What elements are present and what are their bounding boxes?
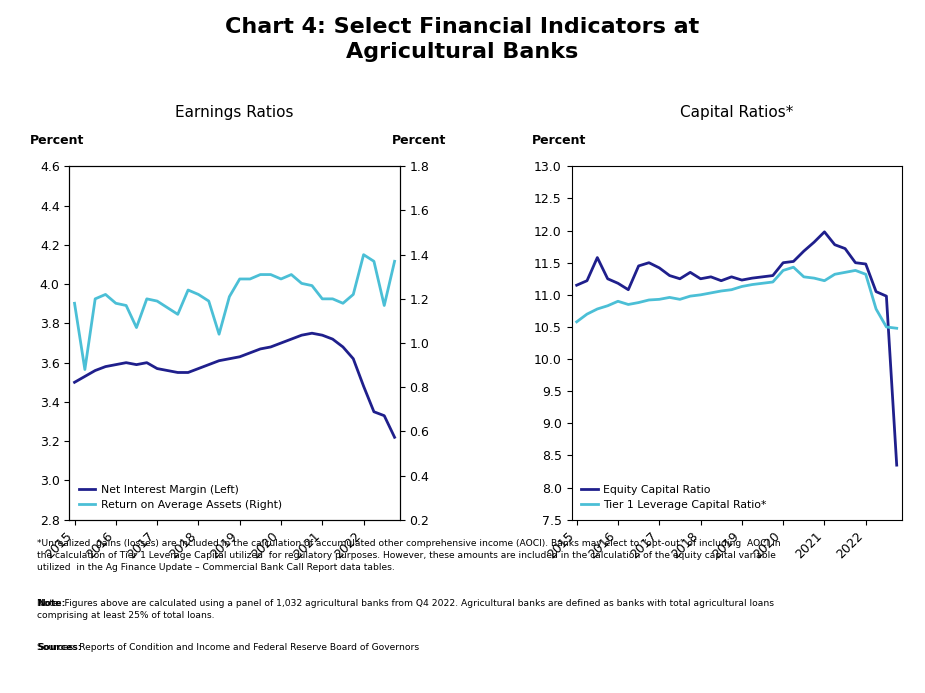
Text: Percent: Percent (30, 134, 84, 147)
Text: Percent: Percent (391, 134, 446, 147)
Text: Note:: Note: (37, 599, 66, 608)
Text: *Unrealized  gains (losses) are included in the calculation of accumulated other: *Unrealized gains (losses) are included … (37, 539, 781, 572)
Text: Earnings Ratios: Earnings Ratios (176, 105, 294, 121)
Legend: Net Interest Margin (Left), Return on Average Assets (Right): Net Interest Margin (Left), Return on Av… (75, 480, 286, 514)
Text: Percent: Percent (532, 134, 586, 147)
Text: Sources: Reports of Condition and Income and Federal Reserve Board of Governors: Sources: Reports of Condition and Income… (37, 643, 419, 652)
Text: Capital Ratios*: Capital Ratios* (680, 105, 794, 121)
Legend: Equity Capital Ratio, Tier 1 Leverage Capital Ratio*: Equity Capital Ratio, Tier 1 Leverage Ca… (577, 480, 771, 514)
Text: Sources:: Sources: (37, 643, 81, 652)
Text: Note: Figures above are calculated using a panel of 1,032 agricultural banks fro: Note: Figures above are calculated using… (37, 599, 774, 620)
Text: Chart 4: Select Financial Indicators at
Agricultural Banks: Chart 4: Select Financial Indicators at … (226, 17, 699, 62)
